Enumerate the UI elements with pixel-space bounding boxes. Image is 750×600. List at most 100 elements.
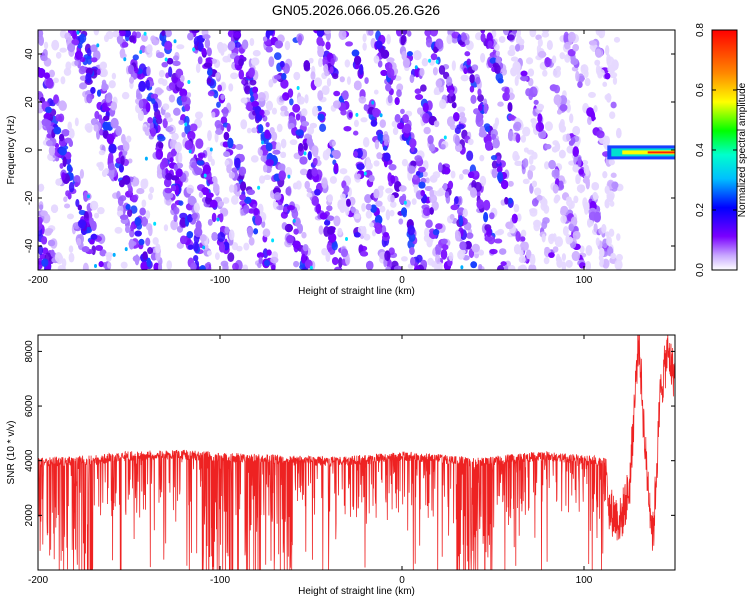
heatmap-hotspot [96,43,100,48]
heatmap-cell [455,230,462,242]
heatmap-cell [256,252,265,259]
heatmap-cell [368,30,374,36]
heatmap-cell [514,154,520,161]
heatmap-hotspot [184,122,188,127]
heatmap-cell [217,41,224,52]
heatmap-cell [572,43,579,52]
heatmap-cell [610,172,617,178]
heatmap-cell [386,57,395,63]
snr-frame [37,334,676,571]
heatmap-cell [194,167,203,176]
heatmap-cell [544,121,553,132]
heatmap-cell [119,214,129,220]
heatmap-cell [602,258,610,269]
heatmap-cell [243,204,250,214]
heatmap-cell [158,142,164,149]
heatmap-cell [584,78,591,87]
heatmap-cell [575,177,581,185]
heatmap-cell [215,72,221,79]
heatmap-cell [312,157,318,166]
heatmap-cell [464,51,471,57]
heatmap-cell [292,240,301,249]
heatmap-cell [282,92,290,101]
heatmap-cell [166,117,173,123]
heatmap-cell [230,72,239,80]
heatmap-cell [593,105,598,113]
heatmap-hotspot [87,194,91,199]
heatmap-cell [168,66,173,78]
heatmap-cell [86,47,92,57]
heatmap-cell [107,155,113,164]
heatmap-cell [176,44,185,50]
heatmap-cell [251,57,260,66]
heatmap-cell [306,137,313,147]
heatmap-cell [459,241,467,251]
heatmap-cell [187,92,192,98]
heatmap-cell [508,264,516,270]
heatmap-cell [385,187,393,194]
heatmap-cell [41,118,50,127]
heatmap-cell [536,103,545,111]
heatmap-cell [577,156,582,168]
heatmap-cell [304,94,309,104]
heatmap-cell [564,53,571,63]
heatmap-cell [191,212,198,220]
heatmap-cell [48,145,56,156]
y-tick-label: 6000 [24,394,35,417]
heatmap-cell [275,142,282,153]
heatmap-cell [407,225,415,236]
heatmap-cell [64,203,71,209]
heatmap-cell [450,204,459,211]
heatmap-cell [507,102,513,112]
heatmap-cell [259,109,265,116]
heatmap-cell [94,212,100,219]
heatmap-cell [79,82,88,90]
heatmap-cell [307,169,313,180]
heatmap-cell [278,170,286,181]
heatmap-cell [209,199,218,208]
heatmap-cell [426,237,433,248]
heatmap-cell [273,192,282,201]
heatmap-cell [571,251,580,262]
heatmap-cell [333,215,341,227]
heatmap-cell [354,55,362,66]
heatmap-cell [78,33,87,43]
heatmap-cell [53,126,62,135]
heatmap-cell [448,252,454,262]
heatmap-cell [173,164,178,172]
heatmap-cell [362,136,370,148]
heatmap-cell [322,56,329,67]
heatmap-cell [467,171,475,179]
heatmap-cell [134,254,140,266]
heatmap-cell [502,92,510,102]
heatmap-cell [413,50,422,61]
heatmap-cell [161,61,169,68]
heatmap-cell [53,94,59,104]
heatmap-cell [374,139,380,150]
heatmap-cell [567,31,576,43]
heatmap-cell [196,159,205,166]
heatmap-cell [248,237,255,246]
heatmap-cell [186,187,194,195]
heatmap-cell [326,205,333,212]
heatmap-cell [588,40,597,46]
colorbar-tick-label: 0.2 [695,203,706,217]
heatmap-cell [360,251,369,257]
heatmap-cell [132,54,139,61]
heatmap-cell [479,154,485,162]
heatmap-cell [168,82,176,90]
heatmap-cell [162,103,170,111]
heatmap-cell [238,69,245,80]
heatmap-hotspot [203,173,207,178]
heatmap-cell [390,175,396,184]
heatmap-cell [383,152,391,162]
heatmap-cell [429,30,439,37]
heatmap-cell [375,200,383,207]
heatmap-cell [310,71,316,80]
heatmap-cell [435,250,441,256]
heatmap-hotspot [403,200,407,205]
heatmap-cell [611,59,619,71]
heatmap-hotspot [414,65,418,70]
x-axis-label: Height of straight line (km) [298,286,415,297]
heatmap-cell [59,162,64,169]
